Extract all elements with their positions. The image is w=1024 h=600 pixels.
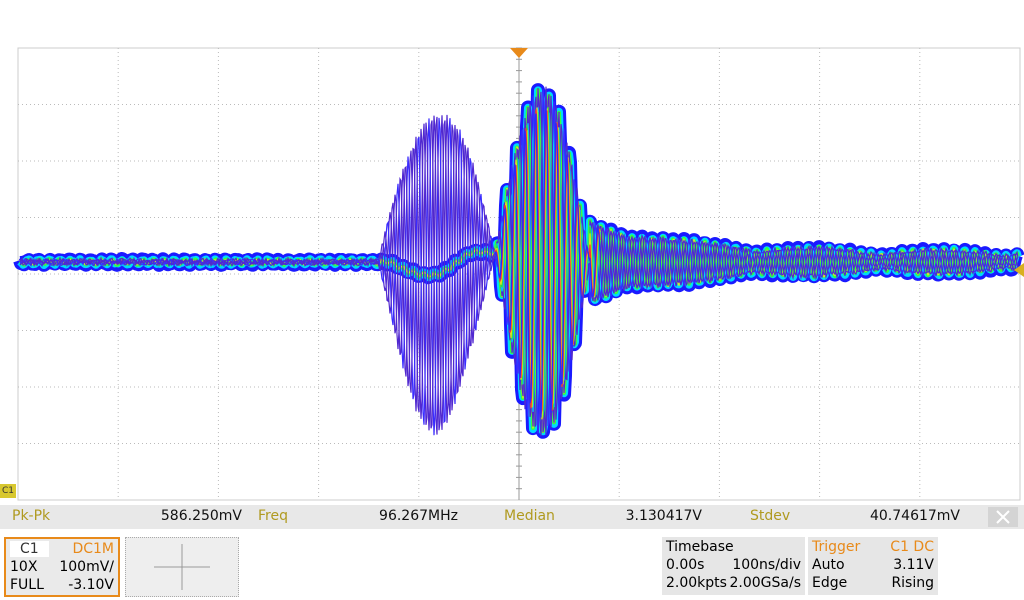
channel-coupling: DC1M: [72, 541, 114, 557]
trigger-box[interactable]: Trigger C1 DC Auto 3.11V Edge Rising: [808, 537, 938, 595]
trigger-slope: Rising: [891, 575, 934, 591]
timebase-sample-rate: 2.00GSa/s: [729, 575, 802, 591]
trigger-mode: Auto: [812, 557, 845, 573]
trigger-type: Edge: [812, 575, 848, 591]
close-button[interactable]: [988, 507, 1018, 527]
timebase-delay: 0.00s: [666, 557, 705, 573]
timebase-title: Timebase: [666, 539, 734, 555]
timebase-scale: 100ns/div: [732, 557, 801, 573]
channel-mode: FULL: [10, 577, 44, 593]
add-channel-box[interactable]: [125, 537, 239, 597]
trigger-level: 3.11V: [893, 557, 934, 573]
trigger-position-marker: [510, 48, 528, 58]
waveform-trace: [495, 105, 601, 418]
measurement-value: 40.74617mV: [869, 508, 960, 524]
crosshair: [154, 544, 210, 590]
waveform-trace: [19, 91, 1019, 436]
trigger-title: Trigger: [812, 539, 861, 555]
scope-display: [13, 47, 1024, 501]
measurement-label: Stdev: [750, 508, 791, 524]
measurement-value: 96.267MHz: [379, 508, 458, 524]
channel-box[interactable]: C1 DC1M 10X 100mV/ FULL -3.10V: [4, 537, 120, 597]
measurement-label: Freq: [258, 508, 288, 524]
channel-scale: 100mV/: [59, 559, 114, 575]
add-icon: [154, 544, 210, 590]
measurement-value: 3.130417V: [625, 508, 702, 524]
close-x: [996, 510, 1010, 524]
trigger-source: C1 DC: [890, 539, 934, 555]
trigger-level-marker: [1014, 263, 1024, 277]
close-icon: [996, 510, 1010, 524]
timebase-box[interactable]: Timebase 0.00s 100ns/div 2.00kpts 2.00GSa/…: [662, 537, 805, 595]
channel-probe: 10X: [10, 559, 38, 575]
timebase-points: 2.00kpts: [666, 575, 727, 591]
measurement-value: 586.250mV: [160, 508, 242, 524]
measurement-bar: Pk-Pk 586.250mV Freq 96.267MHz Median 3.…: [0, 505, 1024, 529]
channel-name: C1: [10, 541, 49, 557]
measurement-label: Pk-Pk: [12, 508, 51, 524]
measurement-label: Median: [504, 508, 555, 524]
channel-offset: -3.10V: [68, 577, 114, 593]
channel-marker: C1: [0, 484, 16, 498]
